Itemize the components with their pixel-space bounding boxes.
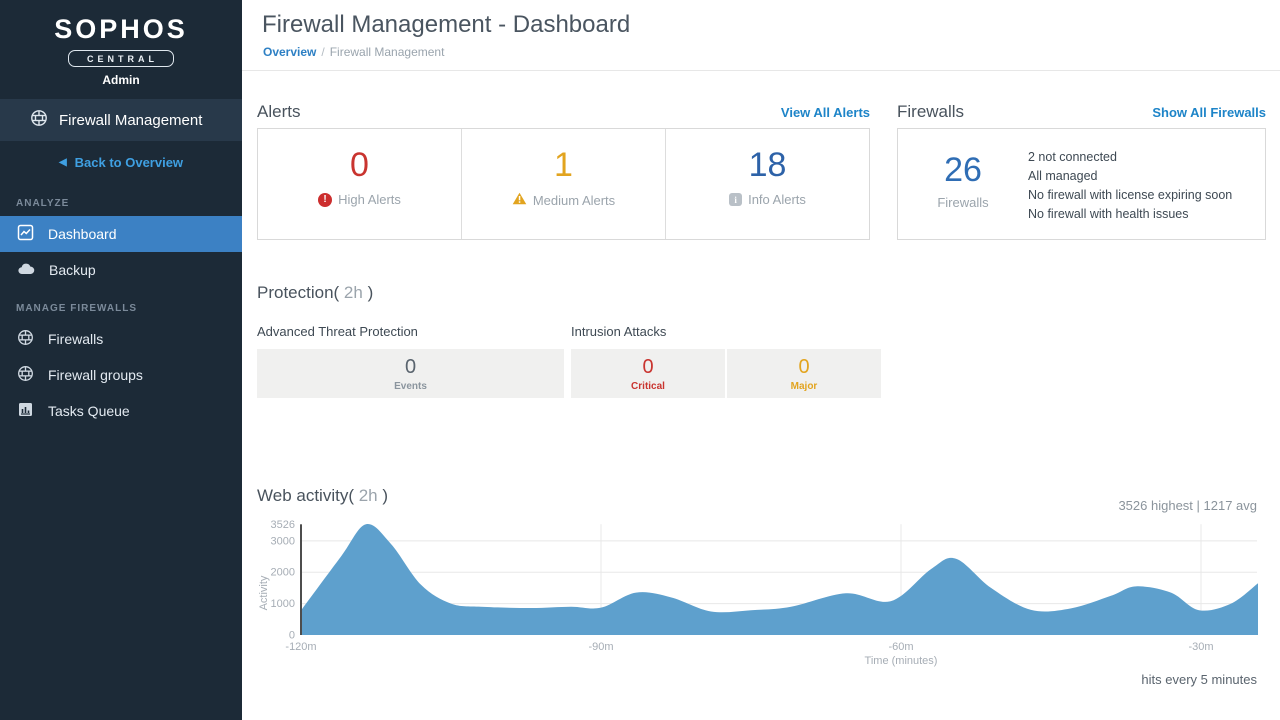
chart-stats: 3526 highest | 1217 avg — [1118, 498, 1257, 513]
intrusion-major-value: 0 — [798, 356, 810, 378]
central-badge: CENTRAL — [68, 50, 174, 67]
svg-text:0: 0 — [289, 630, 295, 642]
medium-alerts-cell: 1 Medium Alerts — [461, 129, 665, 239]
high-alerts-cell: 0 ! High Alerts — [258, 129, 461, 239]
nav-item-label: Dashboard — [48, 226, 117, 242]
firewalls-details: 2 not connected All managed No firewall … — [1028, 129, 1232, 239]
svg-text:Time (minutes): Time (minutes) — [865, 655, 938, 667]
product-header-label: Firewall Management — [59, 111, 203, 129]
high-alert-icon: ! — [318, 192, 333, 207]
nav-item-dashboard[interactable]: Dashboard — [0, 216, 242, 252]
nav-item-label: Backup — [49, 262, 96, 278]
page-title: Firewall Management - Dashboard — [262, 11, 631, 38]
firewall-icon — [17, 329, 34, 349]
sophos-brand-text: SOPHOS — [54, 14, 188, 44]
backup-cloud-icon — [17, 261, 35, 280]
nav-item-label: Firewall groups — [48, 367, 143, 383]
intrusion-box: 0 Critical 0 Major — [571, 349, 881, 398]
svg-text:-60m: -60m — [888, 641, 913, 653]
main-content: Firewall Management - Dashboard Overview… — [242, 0, 1280, 720]
medium-alerts-label: Medium Alerts — [532, 192, 616, 208]
breadcrumb-current: Firewall Management — [329, 45, 445, 59]
high-alerts-value: 0 — [350, 146, 369, 184]
svg-text:-120m: -120m — [285, 641, 316, 653]
nav-item-label: Firewalls — [48, 331, 104, 347]
atp-value: 0 — [404, 356, 417, 378]
alerts-section-title: Alerts — [257, 102, 301, 121]
firewall-group-icon — [17, 365, 34, 385]
medium-alerts-value: 1 — [554, 146, 573, 184]
atp-sub-label: Events — [394, 381, 427, 392]
tasks-queue-icon — [17, 401, 34, 421]
back-arrow-icon: ◀ — [58, 156, 67, 168]
intrusion-label: Intrusion Attacks — [571, 324, 667, 339]
chart-footnote: hits every 5 minutes — [1141, 672, 1257, 687]
firewalls-card: 26 Firewalls 2 not connected All managed… — [897, 128, 1266, 240]
svg-text:-90m: -90m — [588, 641, 613, 653]
firewalls-count-label: Firewalls — [937, 195, 989, 210]
atp-label: Advanced Threat Protection — [257, 324, 418, 339]
info-alerts-value: 18 — [748, 146, 787, 184]
svg-text:Activity: Activity — [258, 575, 270, 610]
firewalls-detail-line: No firewall with health issues — [1028, 207, 1189, 221]
product-header: Firewall Management — [0, 99, 242, 141]
web-activity-chart: 0 1000 2000 3000 3526 -120m -90m -60m -30m Activi… — [258, 519, 1258, 667]
admin-label: Admin — [102, 73, 140, 87]
intrusion-critical-value: 0 — [642, 356, 654, 378]
nav-item-firewalls[interactable]: Firewalls — [0, 321, 242, 357]
info-alert-icon: i — [729, 193, 743, 206]
intrusion-critical-label: Critical — [631, 381, 665, 392]
firewalls-detail-line: All managed — [1028, 169, 1098, 183]
breadcrumb-separator: / — [321, 45, 325, 59]
dashboard-icon — [17, 224, 34, 244]
breadcrumb-overview-link[interactable]: Overview — [263, 45, 317, 59]
back-to-overview-label: Back to Overview — [74, 154, 184, 170]
firewall-icon — [30, 109, 48, 131]
svg-text:3526: 3526 — [271, 519, 295, 531]
intrusion-major-label: Major — [790, 381, 818, 392]
protection-section-title: Protection( 2h ) — [257, 283, 374, 302]
medium-alert-icon — [512, 192, 527, 208]
nav-section-manage-firewalls: MANAGE FIREWALLS — [16, 303, 137, 314]
svg-text:3000: 3000 — [271, 535, 295, 547]
info-alerts-label: Info Alerts — [748, 192, 806, 207]
header-divider — [242, 70, 1280, 71]
firewalls-section-title: Firewalls — [897, 102, 965, 121]
show-all-firewalls-link[interactable]: Show All Firewalls — [1152, 104, 1266, 120]
alerts-card: 0 ! High Alerts 1 Medium Alerts 18 i Info … — [257, 128, 870, 240]
high-alerts-label: High Alerts — [338, 192, 401, 207]
nav-item-backup[interactable]: Backup — [0, 252, 242, 288]
nav-item-tasks-queue[interactable]: Tasks Queue — [0, 393, 242, 429]
svg-text:2000: 2000 — [271, 567, 295, 579]
breadcrumb: Overview / Firewall Management — [263, 45, 444, 59]
web-activity-section-title: Web activity( 2h ) — [257, 486, 389, 505]
firewalls-detail-line: No firewall with license expiring soon — [1028, 188, 1233, 202]
nav-section-analyze: ANALYZE — [16, 198, 70, 209]
svg-text:1000: 1000 — [271, 598, 295, 610]
back-to-overview-link[interactable]: ◀ Back to Overview — [0, 141, 242, 183]
nav-item-firewall-groups[interactable]: Firewall groups — [0, 357, 242, 393]
info-alerts-cell: 18 i Info Alerts — [665, 129, 869, 239]
sidebar: SOPHOS CENTRAL Admin Firewall Management… — [0, 0, 242, 720]
nav-item-label: Tasks Queue — [48, 403, 130, 419]
svg-text:-30m: -30m — [1188, 641, 1213, 653]
firewalls-detail-line: 2 not connected — [1028, 150, 1117, 164]
sophos-logo: SOPHOS CENTRAL Admin — [0, 0, 242, 99]
view-all-alerts-link[interactable]: View All Alerts — [780, 104, 870, 120]
firewalls-count: 26 — [944, 151, 982, 189]
atp-box: 0 Events — [257, 349, 564, 398]
